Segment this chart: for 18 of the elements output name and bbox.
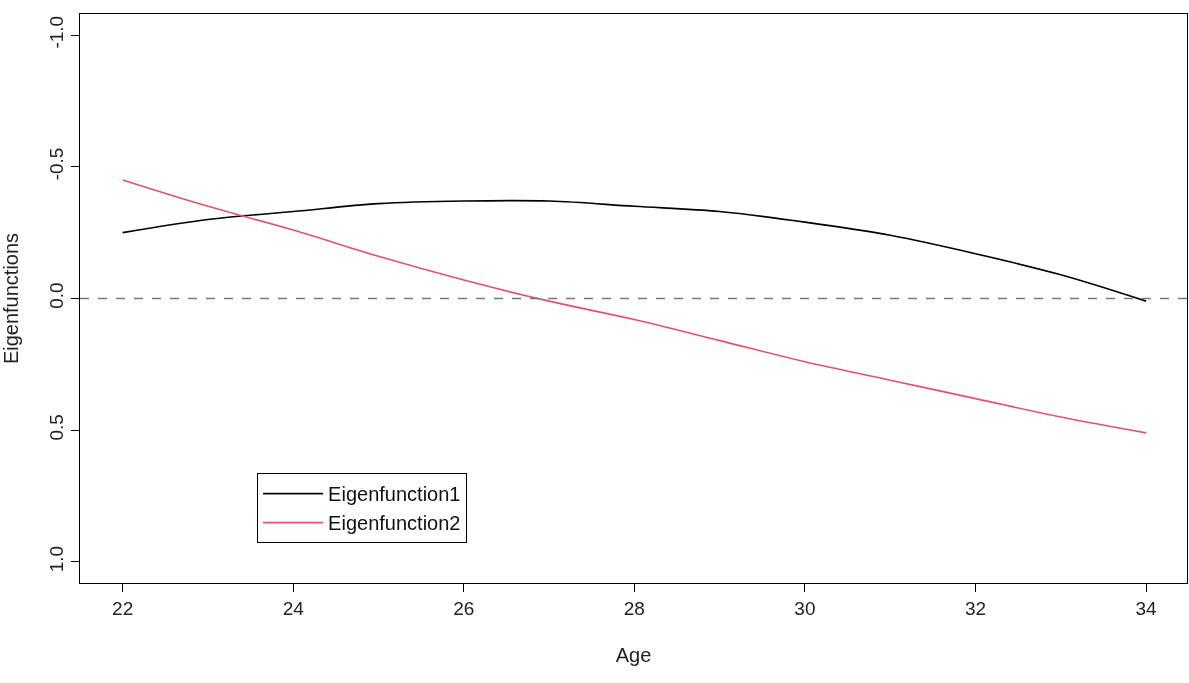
x-tick-label: 30 xyxy=(794,597,816,619)
x-tick-label: 28 xyxy=(623,597,645,619)
y-tick-label: -1.0 xyxy=(46,15,68,49)
x-axis-title: Age xyxy=(615,644,652,667)
y-tick-label: 0.5 xyxy=(46,414,68,441)
x-tick-label: 26 xyxy=(453,597,475,619)
x-tick-label: 22 xyxy=(112,597,134,619)
x-tick-label: 34 xyxy=(1135,597,1158,619)
legend-label: Eigenfunction1 xyxy=(328,483,461,506)
legend-label: Eigenfunction2 xyxy=(328,512,461,535)
x-tick-label: 24 xyxy=(282,597,305,619)
y-axis-title: Eigenfunctions xyxy=(0,232,22,365)
line-series xyxy=(121,179,1147,434)
line-series xyxy=(121,199,1147,302)
y-tick-label: -0.5 xyxy=(46,147,68,181)
y-tick-label: 1.0 xyxy=(46,545,68,573)
x-tick-label: 32 xyxy=(964,597,987,619)
y-tick-label: 0.0 xyxy=(46,282,68,309)
